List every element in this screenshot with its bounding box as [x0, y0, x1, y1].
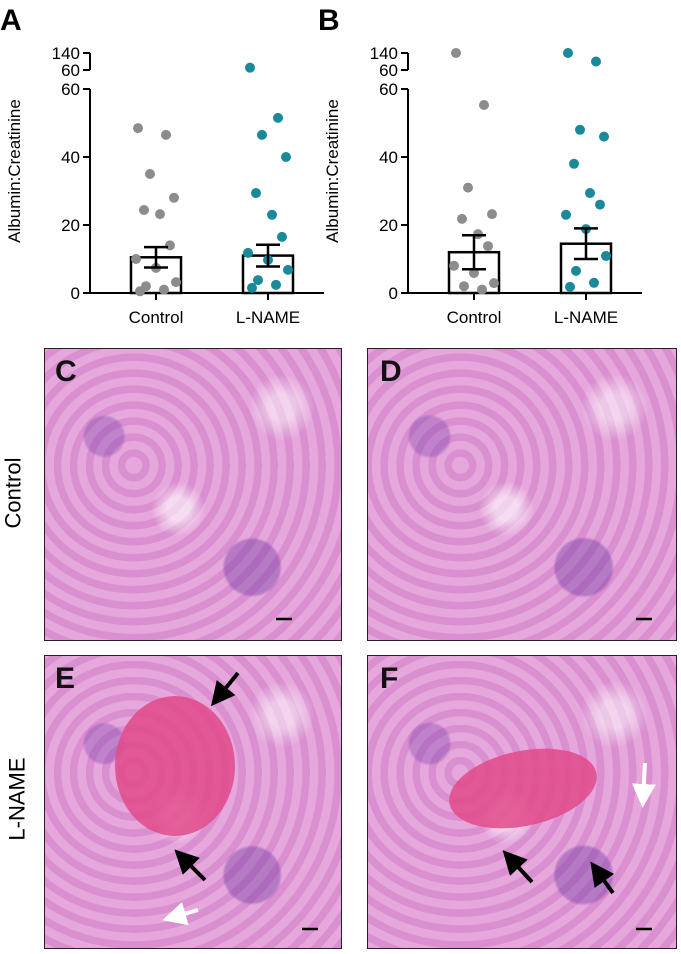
- data-point: [135, 286, 145, 297]
- data-point: [283, 264, 293, 275]
- data-point: [575, 124, 585, 135]
- image-panel: D: [367, 348, 677, 641]
- y-tick-label: 140: [52, 44, 80, 63]
- data-point: [571, 265, 581, 276]
- data-point: [145, 169, 155, 179]
- error-bar: [462, 233, 486, 271]
- data-point: [165, 240, 175, 251]
- y-tick-label: 0: [389, 284, 398, 303]
- x-tick-label: L-NAME: [554, 308, 618, 327]
- x-tick-label: L-NAME: [236, 308, 300, 327]
- data-point: [159, 284, 169, 295]
- y-axis-label: Albumin:Creatinine: [5, 99, 24, 243]
- data-point: [451, 48, 461, 58]
- data-point: [245, 62, 255, 73]
- data-point: [599, 131, 609, 142]
- data-point: [565, 281, 575, 292]
- cast: [115, 696, 235, 836]
- data-point: [449, 260, 459, 271]
- data-point: [131, 254, 141, 264]
- data-point: [133, 123, 143, 134]
- error-bar: [256, 243, 280, 268]
- data-point: [247, 282, 257, 293]
- data-point: [477, 284, 487, 295]
- panel-label: A: [0, 4, 22, 37]
- data-point: [277, 231, 287, 242]
- error-bar: [574, 227, 598, 261]
- y-tick-label: 20: [379, 216, 398, 235]
- data-point: [271, 279, 281, 290]
- data-point: [267, 209, 277, 220]
- y-tick-label: 140: [370, 44, 398, 63]
- data-point: [243, 247, 253, 258]
- data-point: [257, 129, 267, 140]
- image-panel: C: [44, 348, 342, 641]
- y-tick-label: 60: [379, 80, 398, 99]
- x-tick-label: Control: [447, 308, 502, 327]
- y-tick-label: 20: [61, 216, 80, 235]
- data-point: [273, 112, 283, 123]
- y-tick-label: 60: [379, 61, 398, 80]
- panel-label: B: [318, 4, 340, 37]
- data-point: [139, 205, 149, 216]
- row-label: L-NAME: [4, 757, 30, 841]
- panel-label: E: [55, 662, 76, 695]
- data-point: [253, 275, 263, 286]
- x-tick-label: Control: [129, 308, 184, 327]
- data-point: [457, 213, 467, 224]
- panel-label: D: [380, 355, 402, 388]
- data-point: [563, 48, 573, 58]
- data-point: [487, 209, 497, 220]
- data-point: [251, 188, 261, 199]
- error-bar: [144, 245, 168, 269]
- data-point: [169, 192, 179, 203]
- y-tick-label: 60: [61, 80, 80, 99]
- y-tick-label: 40: [379, 148, 398, 167]
- data-point: [483, 241, 493, 252]
- y-axis-label: Albumin:Creatinine: [323, 99, 342, 243]
- panel-label: C: [55, 355, 77, 388]
- data-point: [171, 277, 181, 288]
- y-tick-label: 0: [71, 284, 80, 303]
- data-point: [561, 209, 571, 220]
- image-panel: F: [367, 655, 677, 949]
- data-point: [459, 281, 469, 292]
- data-point: [595, 199, 605, 210]
- row-label: Control: [0, 457, 26, 529]
- data-point: [479, 99, 489, 110]
- data-point: [591, 56, 601, 67]
- data-point: [489, 278, 499, 289]
- image-panel: E: [44, 655, 342, 949]
- data-point: [589, 277, 599, 288]
- data-point: [585, 188, 595, 199]
- cast: [441, 736, 605, 841]
- data-point: [161, 129, 171, 140]
- data-point: [569, 158, 579, 169]
- panel-label: F: [380, 662, 399, 695]
- data-point: [463, 182, 473, 193]
- y-tick-label: 60: [61, 61, 80, 80]
- data-point: [281, 152, 291, 162]
- y-tick-label: 40: [61, 148, 80, 167]
- data-point: [155, 209, 165, 220]
- data-point: [601, 250, 611, 261]
